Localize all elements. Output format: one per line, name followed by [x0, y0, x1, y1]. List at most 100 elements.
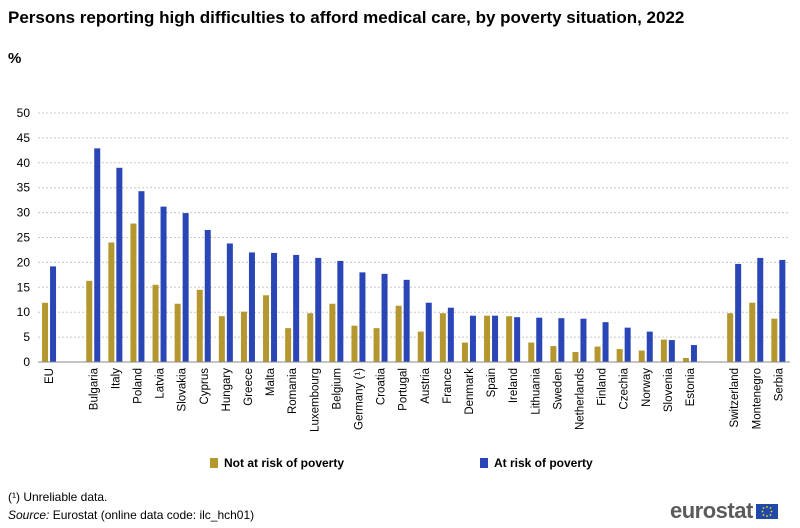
y-tick-label: 10: [17, 305, 31, 319]
x-tick-label: Romania: [287, 367, 299, 414]
bar-at-risk: [602, 322, 609, 362]
bar-at-risk: [160, 206, 167, 362]
x-tick-label: EU: [44, 368, 56, 384]
source-text: Eurostat (online data code: ilc_hch01): [49, 508, 255, 522]
bar-at-risk: [735, 263, 742, 362]
x-tick-label: Germany (¹): [353, 368, 365, 430]
unit-label: %: [8, 50, 22, 67]
bar-at-risk: [50, 266, 57, 362]
bar-at-risk: [94, 148, 101, 362]
bar-at-risk: [359, 272, 366, 362]
bar-at-risk: [381, 273, 388, 362]
y-tick-label: 35: [17, 181, 31, 195]
y-tick-label: 50: [17, 106, 31, 120]
x-tick-label: Luxembourg: [309, 368, 321, 432]
x-tick-label: Poland: [132, 368, 144, 404]
source-label: Source:: [8, 508, 50, 522]
bar-not-at-risk: [594, 346, 601, 362]
x-tick-label: Netherlands: [574, 368, 586, 430]
bar-not-at-risk: [395, 305, 402, 362]
bar-at-risk: [492, 315, 499, 362]
y-tick-label: 0: [23, 355, 30, 369]
bar-at-risk: [403, 279, 410, 362]
bar-not-at-risk: [174, 303, 181, 362]
bar-not-at-risk: [506, 316, 513, 362]
legend-label-at-risk: At risk of poverty: [494, 456, 593, 470]
x-tick-label: Serbia: [773, 367, 785, 401]
bar-at-risk: [757, 257, 764, 362]
eu-flag-icon: [755, 503, 778, 519]
x-tick-label: Estonia: [685, 367, 697, 406]
x-tick-label: Cyprus: [199, 368, 211, 405]
bar-not-at-risk: [130, 223, 137, 362]
legend-swatch-at-risk: [480, 458, 488, 468]
x-tick-label: Bulgaria: [88, 367, 100, 410]
bar-not-at-risk: [152, 284, 159, 362]
bar-not-at-risk: [108, 242, 115, 362]
x-axis-labels: EU Bulgaria Italy Poland Latvia Slovakia Cypru…: [44, 367, 785, 432]
bar-not-at-risk: [218, 316, 225, 362]
y-tick-label: 20: [17, 255, 31, 269]
legend-label-not-at-risk: Not at risk of poverty: [224, 456, 345, 470]
bar-not-at-risk: [682, 358, 689, 362]
y-tick-label: 5: [23, 330, 30, 344]
eurostat-logo: eurostat: [670, 498, 778, 524]
bar-at-risk: [116, 167, 123, 362]
bar-at-risk: [580, 318, 587, 362]
gridlines: [38, 112, 790, 338]
bar-not-at-risk: [285, 328, 292, 362]
bar-not-at-risk: [196, 289, 203, 362]
bar-at-risk: [690, 345, 697, 362]
logo-text: eurostat: [670, 498, 753, 523]
x-tick-label: Ireland: [508, 368, 520, 403]
x-tick-label: Portugal: [398, 368, 410, 411]
bar-at-risk: [514, 317, 521, 362]
bar-at-risk: [469, 315, 476, 362]
bar-not-at-risk: [660, 339, 667, 362]
bar-at-risk: [315, 257, 322, 362]
y-tick-label: 45: [17, 131, 31, 145]
bar-not-at-risk: [263, 295, 270, 362]
bar-not-at-risk: [484, 315, 491, 362]
bar-not-at-risk: [417, 331, 424, 362]
x-tick-label: Malta: [265, 367, 277, 396]
y-tick-label: 25: [17, 231, 31, 245]
bar-not-at-risk: [461, 342, 468, 362]
bars: [42, 148, 786, 362]
bar-chart: 0 5 10 15 20 25 30 35 40 45 50 EU Bulgaria Italy Pola…: [17, 106, 790, 432]
x-tick-label: Spain: [486, 368, 498, 397]
bar-not-at-risk: [86, 280, 93, 362]
bar-at-risk: [293, 254, 300, 362]
x-tick-label: Latvia: [155, 367, 167, 398]
x-tick-label: Lithuania: [530, 367, 542, 414]
bar-not-at-risk: [771, 318, 778, 362]
bar-not-at-risk: [616, 349, 623, 362]
x-tick-label: Belgium: [331, 368, 343, 410]
bar-not-at-risk: [351, 325, 358, 362]
bar-at-risk: [624, 327, 631, 362]
bar-at-risk: [337, 260, 344, 362]
bar-at-risk: [536, 317, 543, 362]
bar-at-risk: [425, 302, 432, 362]
bar-not-at-risk: [307, 313, 314, 362]
bar-not-at-risk: [727, 313, 734, 362]
bar-not-at-risk: [749, 302, 756, 362]
chart-title: Persons reporting high difficulties to a…: [8, 8, 685, 27]
x-tick-label: Czechia: [619, 367, 631, 409]
bar-at-risk: [668, 340, 675, 362]
y-tick-label: 40: [17, 156, 31, 170]
bar-not-at-risk: [439, 313, 446, 362]
y-tick-label: 30: [17, 206, 31, 220]
legend-item-at-risk: At risk of poverty: [480, 456, 593, 470]
x-tick-label: Hungary: [221, 368, 233, 412]
bar-at-risk: [646, 331, 653, 362]
bar-at-risk: [779, 259, 786, 362]
bar-not-at-risk: [329, 303, 336, 362]
x-tick-label: Italy: [110, 368, 122, 389]
bar-not-at-risk: [572, 352, 579, 362]
bar-at-risk: [447, 307, 454, 362]
bar-not-at-risk: [528, 342, 535, 362]
source-note: Source: Eurostat (online data code: ilc_…: [8, 508, 254, 522]
x-tick-label: Finland: [597, 368, 609, 406]
bar-at-risk: [271, 252, 278, 362]
